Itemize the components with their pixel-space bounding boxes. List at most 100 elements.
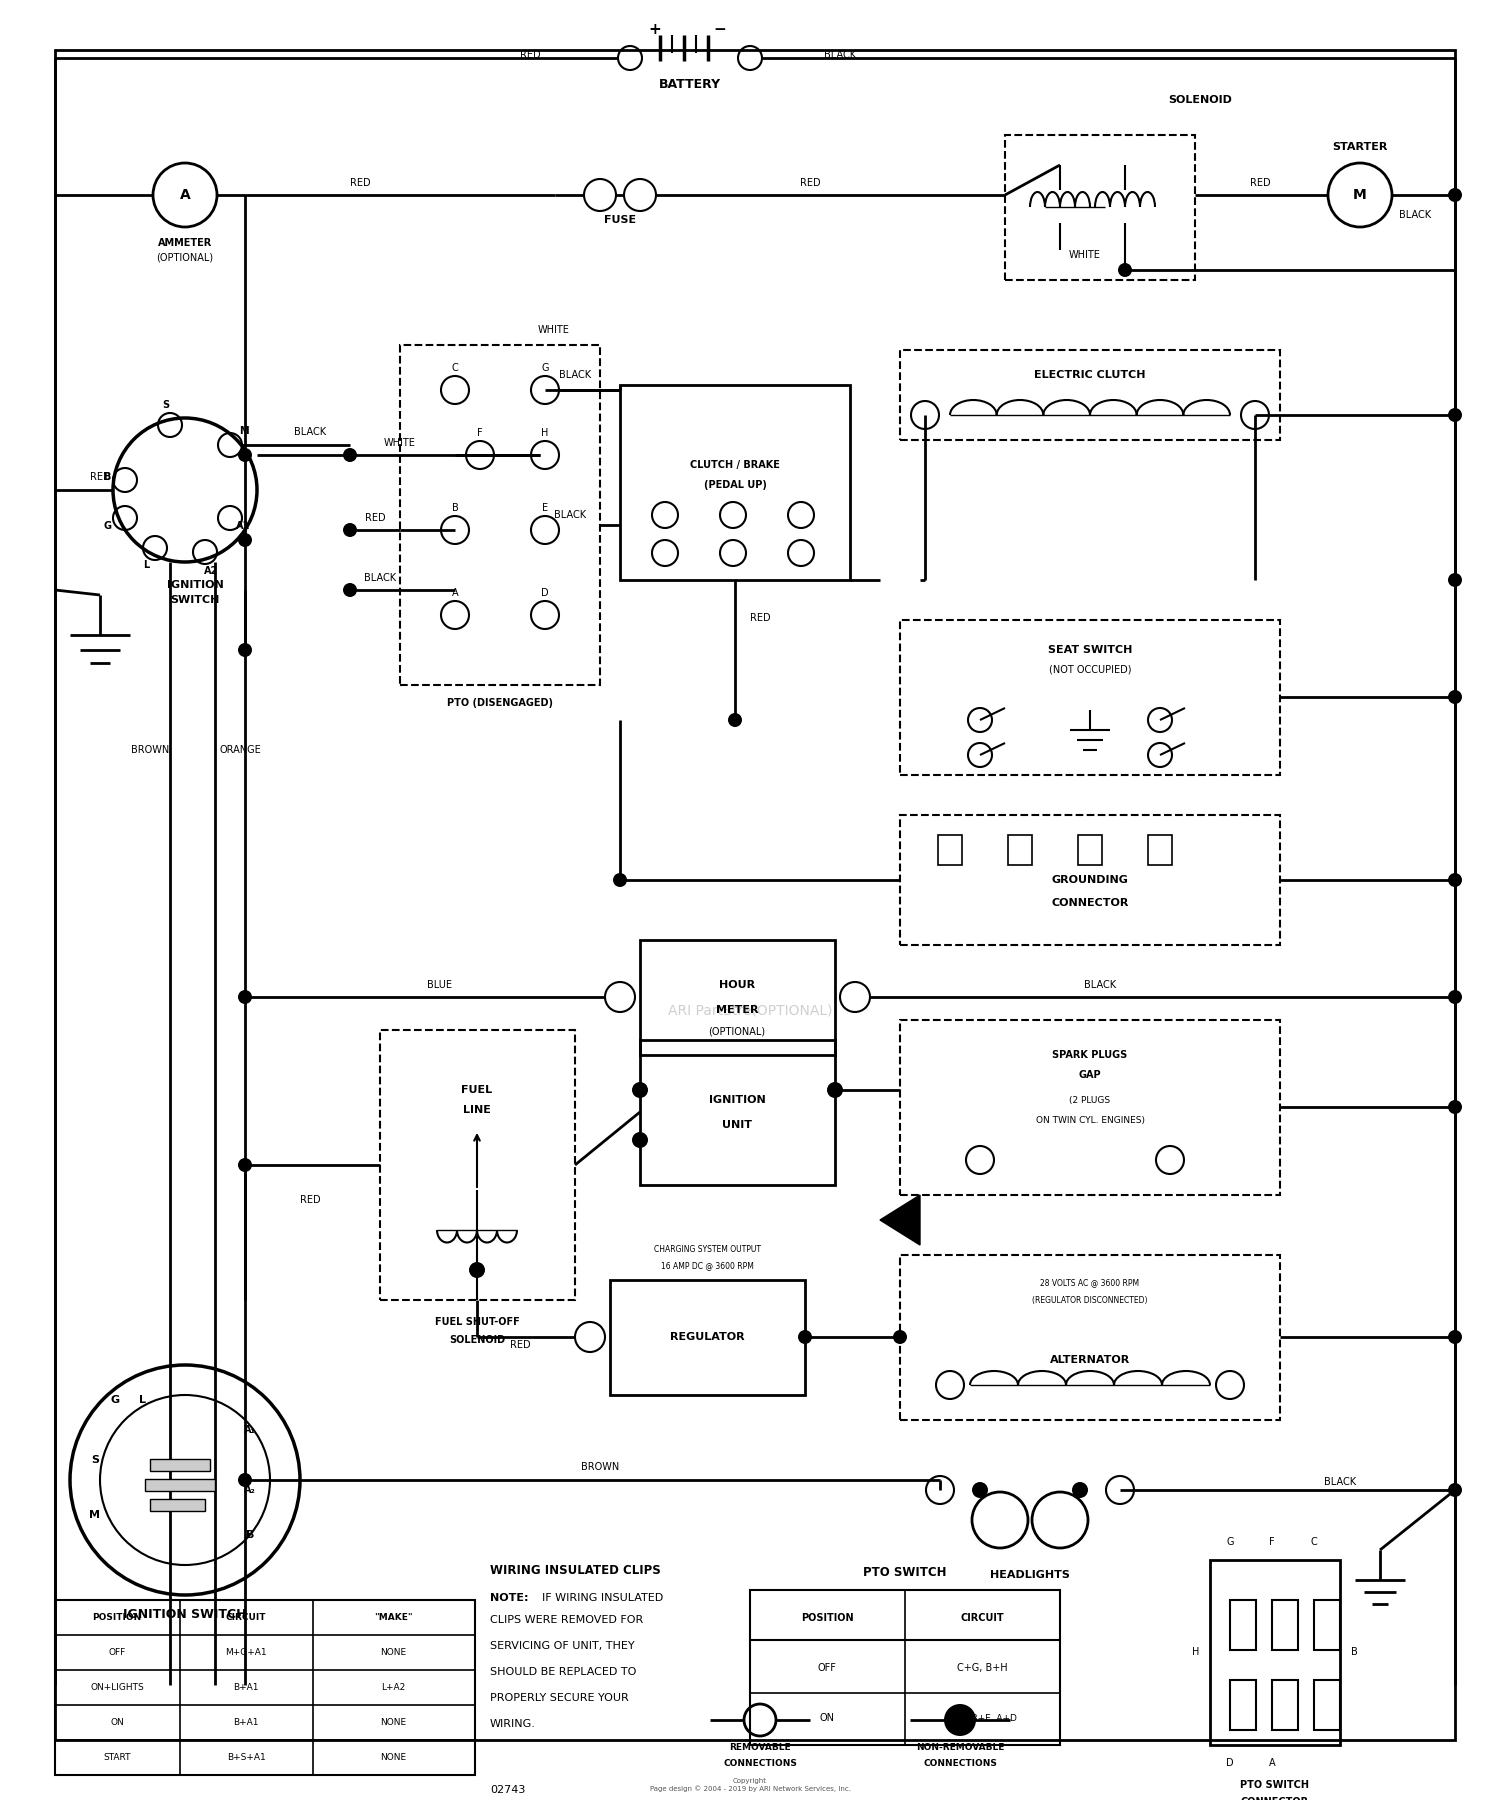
Text: BLACK: BLACK <box>1324 1478 1356 1487</box>
Text: +: + <box>648 22 662 38</box>
Circle shape <box>238 533 252 547</box>
Text: D: D <box>1226 1759 1234 1768</box>
Text: CHARGING SYSTEM OUTPUT: CHARGING SYSTEM OUTPUT <box>654 1246 760 1255</box>
Text: A1: A1 <box>237 522 250 531</box>
Text: PTO SWITCH: PTO SWITCH <box>864 1566 946 1579</box>
Text: (PEDAL UP): (PEDAL UP) <box>704 481 766 490</box>
Text: ON+LIGHTS: ON+LIGHTS <box>90 1683 144 1692</box>
Bar <box>1230 1600 1256 1651</box>
Text: 16 AMP DC @ 3600 RPM: 16 AMP DC @ 3600 RPM <box>660 1262 753 1271</box>
Text: FUEL: FUEL <box>462 1085 492 1094</box>
Bar <box>1272 1600 1298 1651</box>
Text: WIRING INSULATED CLIPS: WIRING INSULATED CLIPS <box>490 1564 660 1577</box>
Circle shape <box>1448 689 1462 704</box>
Text: AMMETER: AMMETER <box>158 238 212 248</box>
Circle shape <box>344 524 357 536</box>
Text: 02743: 02743 <box>490 1786 525 1795</box>
Bar <box>620 385 850 580</box>
Text: PROPERLY SECURE YOUR: PROPERLY SECURE YOUR <box>490 1694 628 1703</box>
Text: C+F, B+E, A+D: C+F, B+E, A+D <box>946 1714 1017 1723</box>
Text: RED: RED <box>800 178 820 187</box>
Text: SPARK PLUGS: SPARK PLUGS <box>1053 1049 1128 1060</box>
Bar <box>1008 835 1032 866</box>
Text: CONNECTOR: CONNECTOR <box>1052 898 1128 907</box>
Text: BLACK: BLACK <box>294 427 326 437</box>
Text: WHITE: WHITE <box>1070 250 1101 259</box>
Text: ARI PartStre(OPTIONAL): ARI PartStre(OPTIONAL) <box>668 1003 832 1017</box>
Text: C+G, B+H: C+G, B+H <box>957 1663 1008 1672</box>
Circle shape <box>1118 263 1132 277</box>
Circle shape <box>1072 1481 1088 1498</box>
Text: GAP: GAP <box>1078 1069 1101 1080</box>
Text: (OPTIONAL): (OPTIONAL) <box>708 1028 765 1037</box>
Text: RED: RED <box>750 614 771 623</box>
Circle shape <box>632 1132 648 1148</box>
Bar <box>1272 1679 1298 1730</box>
Circle shape <box>470 1262 484 1278</box>
Bar <box>1005 135 1196 281</box>
Circle shape <box>614 873 627 887</box>
Text: G: G <box>104 522 111 531</box>
Text: NONE: NONE <box>380 1717 406 1726</box>
Text: L: L <box>142 560 148 571</box>
Text: RED: RED <box>300 1195 321 1204</box>
Text: Copyright
Page design © 2004 - 2019 by ARI Network Services, Inc.: Copyright Page design © 2004 - 2019 by A… <box>650 1778 850 1793</box>
Text: A2: A2 <box>204 565 218 576</box>
Bar <box>150 1499 206 1510</box>
Bar <box>640 1040 836 1184</box>
Text: CLIPS WERE REMOVED FOR: CLIPS WERE REMOVED FOR <box>490 1615 644 1625</box>
Text: −: − <box>714 22 726 38</box>
Bar <box>400 346 600 686</box>
Bar <box>56 1600 476 1775</box>
Bar <box>1314 1600 1340 1651</box>
Circle shape <box>238 643 252 657</box>
Text: WHITE: WHITE <box>538 326 570 335</box>
Circle shape <box>1448 1483 1462 1498</box>
Polygon shape <box>880 1195 920 1246</box>
Text: B: B <box>104 472 111 482</box>
Text: 28 VOLTS AC @ 3600 RPM: 28 VOLTS AC @ 3600 RPM <box>1041 1278 1140 1287</box>
Text: POSITION: POSITION <box>93 1613 141 1622</box>
Circle shape <box>1448 873 1462 887</box>
Text: "MAKE": "MAKE" <box>374 1613 413 1622</box>
Text: CIRCUIT: CIRCUIT <box>225 1613 267 1622</box>
Bar <box>938 835 962 866</box>
Bar <box>150 1460 210 1471</box>
Text: WHITE: WHITE <box>384 437 416 448</box>
Text: SEAT SWITCH: SEAT SWITCH <box>1048 644 1132 655</box>
Text: D: D <box>542 589 549 598</box>
Text: SERVICING OF UNIT, THEY: SERVICING OF UNIT, THEY <box>490 1642 634 1651</box>
Text: BLACK: BLACK <box>1400 211 1431 220</box>
Text: B+A1: B+A1 <box>234 1683 258 1692</box>
Circle shape <box>972 1481 988 1498</box>
Text: START: START <box>104 1753 130 1762</box>
Text: A₁: A₁ <box>244 1426 256 1435</box>
Text: ORANGE: ORANGE <box>219 745 261 754</box>
Text: IGNITION: IGNITION <box>708 1094 765 1105</box>
Text: G: G <box>111 1395 120 1406</box>
Text: C: C <box>1311 1537 1317 1546</box>
Text: ON TWIN CYL. ENGINES): ON TWIN CYL. ENGINES) <box>1035 1116 1144 1125</box>
Text: BATTERY: BATTERY <box>658 79 722 92</box>
Text: RED: RED <box>519 50 540 59</box>
Text: HEADLIGHTS: HEADLIGHTS <box>990 1570 1070 1580</box>
Bar <box>1148 835 1172 866</box>
Text: M: M <box>90 1510 101 1519</box>
Text: SOLENOID: SOLENOID <box>1168 95 1232 104</box>
Circle shape <box>944 1705 976 1735</box>
Text: BLACK: BLACK <box>560 371 591 380</box>
Text: F: F <box>477 428 483 437</box>
Text: B: B <box>452 502 459 513</box>
Text: H: H <box>542 428 549 437</box>
Bar <box>900 815 1280 945</box>
Bar <box>1230 1679 1256 1730</box>
Text: BLACK: BLACK <box>1084 979 1116 990</box>
Text: BLACK: BLACK <box>824 50 856 59</box>
Text: RED: RED <box>364 513 386 524</box>
Text: E: E <box>542 502 548 513</box>
Text: G: G <box>1227 1537 1233 1546</box>
Text: M+G+A1: M+G+A1 <box>225 1649 267 1658</box>
Circle shape <box>238 1157 252 1172</box>
Circle shape <box>1448 1100 1462 1114</box>
Text: BROWN: BROWN <box>130 745 170 754</box>
